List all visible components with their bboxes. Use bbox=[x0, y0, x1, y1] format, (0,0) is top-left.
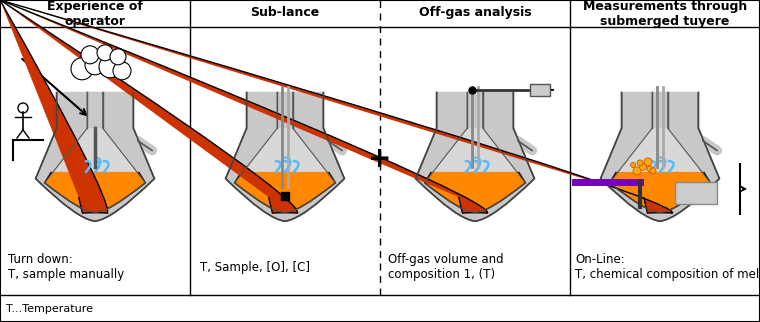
Bar bbox=[530, 84, 550, 96]
Circle shape bbox=[631, 162, 635, 167]
Bar bbox=[675, 182, 717, 204]
Text: Off-gas volume and
composition 1, (T): Off-gas volume and composition 1, (T) bbox=[388, 253, 504, 281]
Circle shape bbox=[647, 166, 653, 172]
Polygon shape bbox=[467, 92, 483, 128]
Text: +: + bbox=[369, 145, 391, 173]
PathPatch shape bbox=[36, 92, 154, 221]
Bar bbox=[281, 192, 289, 200]
PathPatch shape bbox=[0, 197, 298, 322]
Text: Sub-lance: Sub-lance bbox=[250, 5, 320, 18]
Circle shape bbox=[639, 163, 647, 170]
Circle shape bbox=[113, 62, 131, 80]
PathPatch shape bbox=[45, 172, 145, 212]
PathPatch shape bbox=[416, 92, 534, 221]
Text: On-Line:
T, chemical composition of melt: On-Line: T, chemical composition of melt bbox=[575, 253, 760, 281]
PathPatch shape bbox=[0, 197, 673, 322]
Circle shape bbox=[97, 45, 113, 61]
Circle shape bbox=[81, 46, 99, 64]
Polygon shape bbox=[652, 92, 668, 128]
Text: Experience of
operator: Experience of operator bbox=[47, 0, 143, 28]
PathPatch shape bbox=[0, 197, 488, 322]
PathPatch shape bbox=[0, 197, 108, 322]
Text: Measurements through
submerged tuyere: Measurements through submerged tuyere bbox=[583, 0, 747, 28]
Circle shape bbox=[71, 58, 93, 80]
Text: Off-gas analysis: Off-gas analysis bbox=[419, 5, 531, 18]
Polygon shape bbox=[277, 92, 293, 128]
Circle shape bbox=[644, 158, 652, 166]
Polygon shape bbox=[87, 92, 103, 128]
PathPatch shape bbox=[45, 92, 145, 212]
PathPatch shape bbox=[235, 92, 335, 212]
PathPatch shape bbox=[235, 172, 335, 212]
PathPatch shape bbox=[610, 92, 711, 212]
PathPatch shape bbox=[425, 172, 525, 212]
PathPatch shape bbox=[226, 92, 344, 221]
PathPatch shape bbox=[425, 92, 525, 212]
PathPatch shape bbox=[610, 172, 711, 212]
Text: T, Sample, [O], [C]: T, Sample, [O], [C] bbox=[200, 260, 310, 273]
Circle shape bbox=[650, 168, 656, 174]
PathPatch shape bbox=[600, 92, 720, 221]
Circle shape bbox=[18, 103, 28, 113]
Circle shape bbox=[633, 167, 641, 175]
Text: T...Temperature: T...Temperature bbox=[6, 304, 93, 314]
Circle shape bbox=[637, 160, 643, 166]
Circle shape bbox=[110, 49, 126, 65]
Circle shape bbox=[85, 55, 105, 75]
Text: Turn down:
T, sample manually: Turn down: T, sample manually bbox=[8, 253, 124, 281]
Circle shape bbox=[99, 56, 121, 78]
